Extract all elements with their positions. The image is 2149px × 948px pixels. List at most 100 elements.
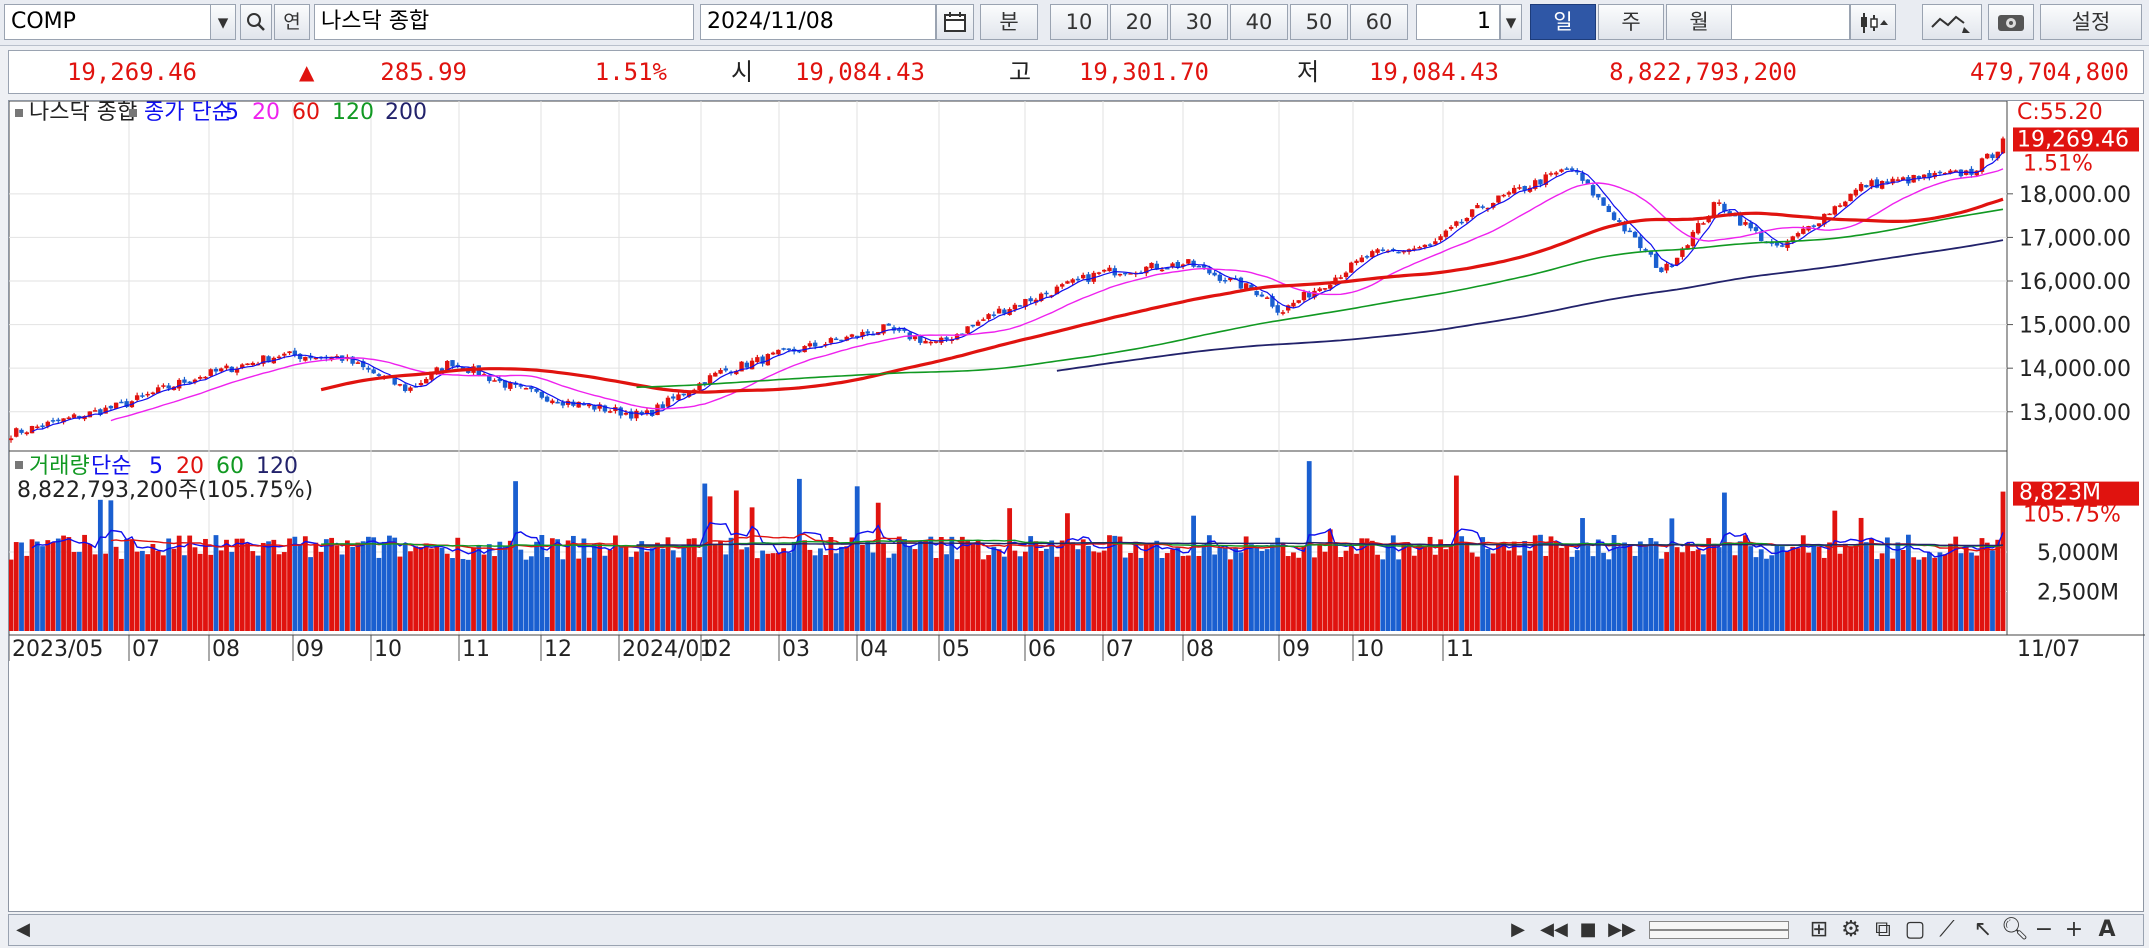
interval-button-20[interactable]: 20 bbox=[1110, 4, 1168, 40]
period-button-month[interactable]: 월 bbox=[1666, 4, 1732, 40]
volume-bar bbox=[1869, 538, 1875, 631]
symbol-input[interactable]: COMP bbox=[4, 4, 236, 40]
candle-body bbox=[602, 405, 608, 412]
period-button-day[interactable]: 일 bbox=[1530, 4, 1596, 40]
volume-bar bbox=[87, 544, 93, 631]
crosshair-icon[interactable]: ⊞ bbox=[1809, 917, 1829, 942]
count-input[interactable]: 1 bbox=[1416, 4, 1500, 40]
close-price: 19,269.46 bbox=[66, 58, 197, 86]
zoom-icon[interactable]: 🔍︎ bbox=[2001, 917, 2029, 942]
minute-label: 분 bbox=[999, 10, 1019, 34]
volume-bar bbox=[450, 558, 455, 631]
fast-forward-icon[interactable]: ▶▶ bbox=[1608, 919, 1636, 940]
candle-body bbox=[1128, 273, 1133, 275]
chevron-down-icon[interactable]: ▾ bbox=[1500, 4, 1522, 40]
text-tool-icon[interactable]: A bbox=[2098, 917, 2116, 942]
zoom-slider[interactable] bbox=[1649, 921, 1789, 939]
plus-icon[interactable]: + bbox=[2064, 917, 2084, 942]
blank-field[interactable] bbox=[1730, 4, 1850, 40]
y-tick-label: 18,000.00 bbox=[2019, 183, 2131, 208]
window-icon[interactable]: ▢ bbox=[1904, 917, 1926, 942]
candle-body bbox=[1086, 274, 1091, 282]
rewind-icon[interactable]: ◀◀ bbox=[1540, 919, 1568, 940]
volume-bar bbox=[471, 547, 476, 631]
trend-icon[interactable]: ⟋ bbox=[1939, 917, 1955, 942]
interval-button-10[interactable]: 10 bbox=[1050, 4, 1108, 40]
line-style-icon[interactable] bbox=[1922, 4, 1982, 40]
candle-body bbox=[550, 400, 555, 404]
volume-bar bbox=[134, 551, 140, 631]
candle-body bbox=[1275, 305, 1280, 313]
volume-bar bbox=[1028, 536, 1034, 631]
candle-body bbox=[781, 348, 786, 350]
candle-body bbox=[855, 335, 860, 338]
candle-body bbox=[176, 379, 182, 389]
candle-body bbox=[1433, 241, 1438, 245]
volume-bar bbox=[718, 540, 723, 631]
x-tick-label: 12 bbox=[544, 637, 572, 662]
stop-icon[interactable]: ■ bbox=[1579, 919, 1597, 940]
volume-bar bbox=[1249, 544, 1254, 631]
chevron-down-icon[interactable]: ▾ bbox=[210, 4, 236, 40]
volume-bar bbox=[486, 544, 492, 631]
interval-button-60[interactable]: 60 bbox=[1350, 4, 1408, 40]
volume-bar bbox=[113, 546, 119, 631]
volume-bar bbox=[381, 541, 387, 631]
candle-body bbox=[1023, 299, 1028, 307]
period-button-week[interactable]: 주 bbox=[1598, 4, 1664, 40]
gear-icon[interactable] bbox=[1988, 4, 2034, 40]
settings-button[interactable]: 설정 bbox=[2040, 4, 2142, 40]
minus-icon[interactable]: − bbox=[2034, 917, 2054, 942]
volume-bar bbox=[1816, 546, 1822, 631]
candle-body bbox=[1533, 180, 1538, 189]
x-tick-label: 07 bbox=[1106, 637, 1134, 662]
symbol-code: COMP bbox=[11, 9, 76, 34]
candle-body bbox=[1170, 263, 1175, 268]
volume-bar bbox=[444, 553, 450, 631]
volume-bar bbox=[754, 558, 760, 631]
search-icon[interactable] bbox=[240, 4, 272, 40]
interval-button-40[interactable]: 40 bbox=[1230, 4, 1288, 40]
chart-scrollbar[interactable]: ◀ ▶ ◀◀ ■ ▶▶ ⊞ ⚙ ⧉ ▢ ⟋ ↖ 🔍︎ − + A bbox=[8, 914, 2144, 946]
volume-bar bbox=[1905, 534, 1911, 631]
slider-track bbox=[1650, 929, 1788, 931]
volume-ma-120 bbox=[636, 541, 2004, 547]
candle-body bbox=[1575, 170, 1580, 173]
minute-button[interactable]: 분 bbox=[980, 4, 1038, 40]
x-tick-label: 08 bbox=[212, 637, 240, 662]
play-icon[interactable]: ▶ bbox=[1511, 919, 1525, 940]
volume-bar bbox=[1469, 552, 1475, 631]
candle-body bbox=[881, 324, 886, 334]
volume-bar bbox=[786, 552, 792, 631]
volume-bar bbox=[1164, 553, 1170, 631]
volume-bar bbox=[1296, 557, 1302, 631]
volume-bar bbox=[1049, 540, 1055, 631]
calendar-icon[interactable] bbox=[936, 4, 974, 40]
x-tick-label: 10 bbox=[1356, 637, 1384, 662]
cascade-icon[interactable]: ⧉ bbox=[1875, 917, 1891, 942]
candle-body bbox=[1044, 292, 1049, 295]
interval-button-50[interactable]: 50 bbox=[1290, 4, 1348, 40]
candle-body bbox=[1033, 299, 1039, 303]
candle-body bbox=[45, 421, 50, 427]
volume-bar bbox=[1627, 544, 1633, 631]
date-input[interactable]: 2024/11/08 bbox=[700, 4, 936, 40]
candle-body bbox=[823, 343, 828, 346]
volume-bar bbox=[1553, 542, 1559, 631]
candle-body bbox=[1748, 222, 1753, 229]
volume-bar bbox=[1837, 553, 1843, 631]
scroll-left-icon[interactable]: ◀ bbox=[16, 919, 30, 940]
link-toggle-button[interactable]: 연 bbox=[274, 4, 310, 40]
candle-type-icon[interactable] bbox=[1850, 4, 1896, 40]
candle-body bbox=[124, 401, 129, 408]
volume-bar bbox=[570, 535, 576, 631]
candle-body bbox=[902, 329, 907, 331]
y-tick-label: 15,000.00 bbox=[2019, 314, 2131, 339]
chart-area[interactable]: 2023/05 07 08 09 10 11 12 2024/01 02 03 04 05 06 07 08… bbox=[8, 100, 2145, 913]
volume-bar bbox=[465, 559, 471, 631]
candle-body bbox=[397, 384, 403, 386]
pointer-icon[interactable]: ↖ bbox=[1973, 917, 1993, 942]
gear-small-icon[interactable]: ⚙ bbox=[1841, 917, 1861, 942]
interval-button-30[interactable]: 30 bbox=[1170, 4, 1228, 40]
